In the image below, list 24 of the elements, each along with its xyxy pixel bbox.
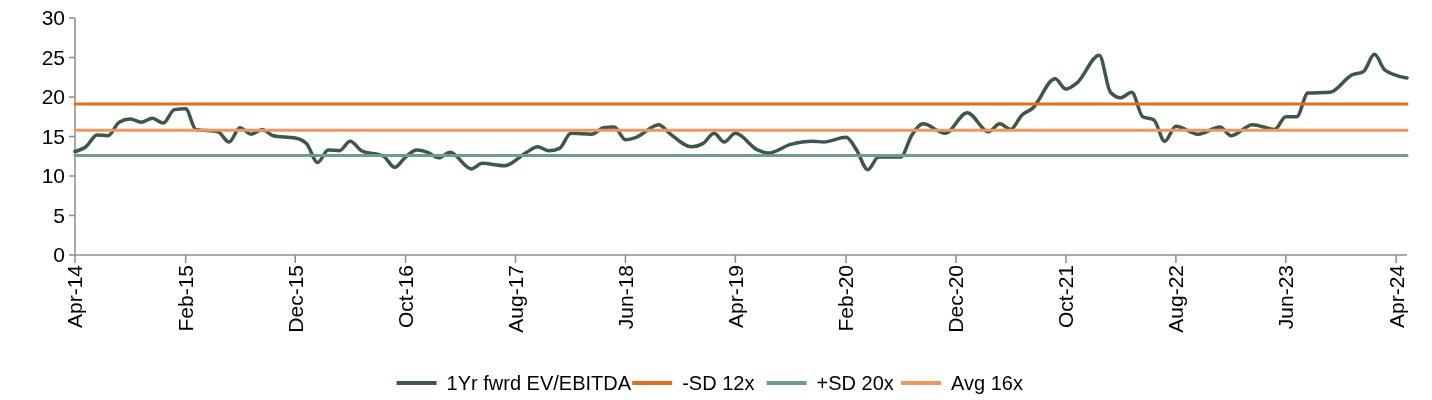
x-tick-label: Aug-17 xyxy=(503,265,527,333)
x-tick-label: Oct-16 xyxy=(393,265,417,329)
y-tick-label: 5 xyxy=(53,203,65,227)
x-tick-label: Feb-15 xyxy=(174,265,198,332)
legend-label: 1Yr fwrd EV/EBITDA xyxy=(446,372,632,394)
y-tick-label: 20 xyxy=(41,85,65,109)
y-tick-label: 25 xyxy=(41,45,65,69)
x-tick-label: Apr-19 xyxy=(723,265,747,329)
y-tick-label: 0 xyxy=(53,243,65,267)
y-tick-label: 15 xyxy=(41,124,65,148)
legend-label: Avg 16x xyxy=(951,372,1023,394)
x-tick-label: Apr-14 xyxy=(63,264,87,329)
y-tick-label: 30 xyxy=(41,6,65,30)
x-tick-label: Aug-22 xyxy=(1164,265,1188,333)
x-tick-label: Jun-23 xyxy=(1274,265,1298,330)
y-tick-label: 10 xyxy=(41,164,65,188)
legend-label: -SD 12x xyxy=(682,372,755,394)
x-tick-label: Feb-20 xyxy=(834,265,858,332)
x-tick-label: Dec-20 xyxy=(944,265,968,333)
x-tick-label: Dec-15 xyxy=(283,265,307,333)
x-tick-label: Oct-21 xyxy=(1054,265,1078,329)
x-tick-label: Jun-18 xyxy=(613,265,637,330)
x-tick-label: Apr-24 xyxy=(1384,264,1408,329)
legend-label: +SD 20x xyxy=(816,372,894,394)
